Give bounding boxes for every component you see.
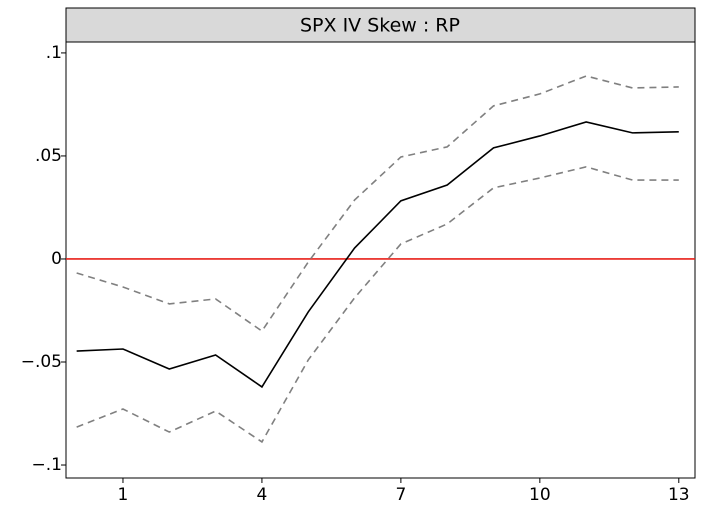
- chart-title: SPX IV Skew : RP: [300, 15, 460, 37]
- series-line: [76, 166, 679, 444]
- plot-frame: [65, 41, 696, 479]
- y-tick-label: .1: [46, 43, 62, 63]
- x-tick-label: 10: [529, 485, 551, 505]
- y-tick-label: −.05: [21, 352, 62, 372]
- x-tick-label: 7: [395, 485, 406, 505]
- x-tick-label: 4: [257, 485, 268, 505]
- y-tick-label: −.1: [32, 455, 62, 475]
- x-tick-label: 1: [118, 485, 129, 505]
- series-line: [76, 75, 679, 333]
- series-line: [76, 121, 679, 389]
- y-tick-label: 0: [51, 249, 62, 269]
- x-tick-label: 13: [668, 485, 690, 505]
- title-box: [65, 7, 696, 43]
- y-tick-label: .05: [35, 146, 62, 166]
